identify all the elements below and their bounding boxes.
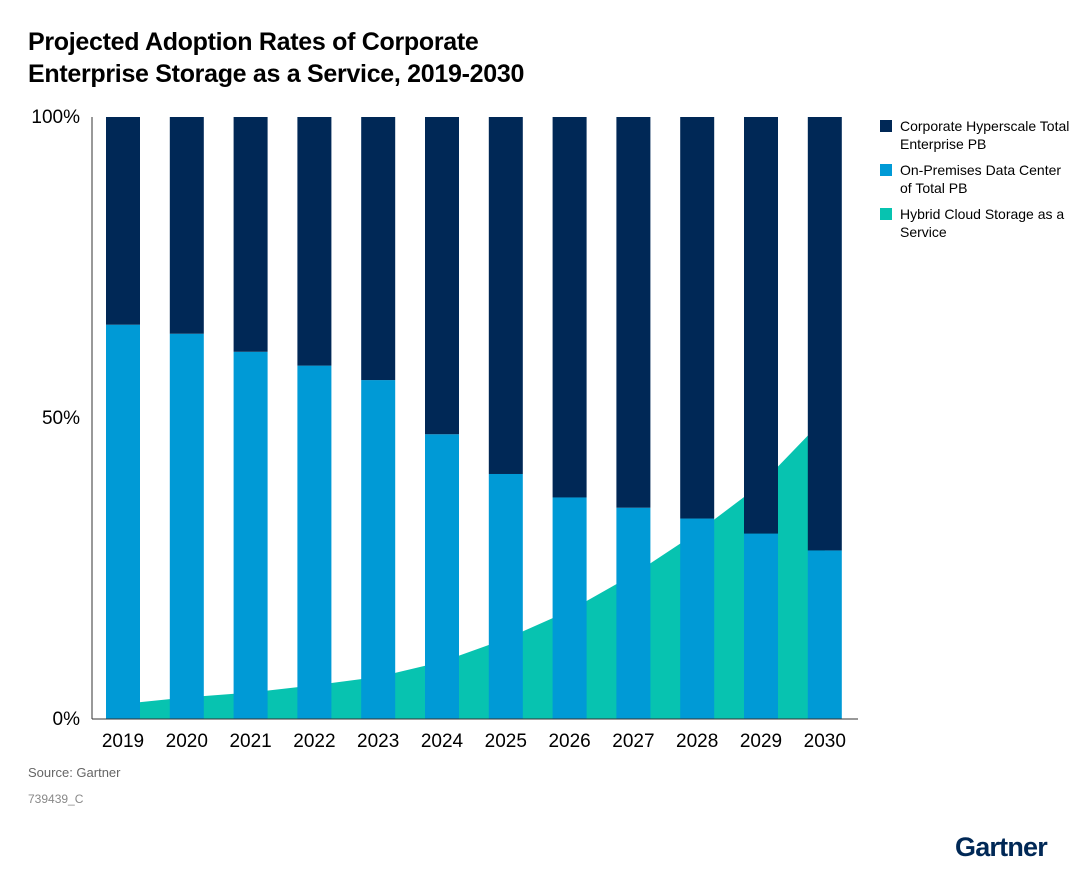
x-tick-label-2021: 2021 <box>229 731 271 752</box>
legend-swatch-on-premises <box>880 164 892 176</box>
bar-hyperscale-2028 <box>680 117 715 519</box>
x-tick-label-2025: 2025 <box>485 731 527 752</box>
area-hybrid-cloud <box>123 418 825 719</box>
bar-hyperscale-2020 <box>169 117 204 334</box>
source-note: Source: Gartner <box>28 765 121 780</box>
x-tick-label-2026: 2026 <box>548 731 590 752</box>
x-tick-label-2030: 2030 <box>804 731 846 752</box>
bar-on-premises-2030 <box>807 550 842 719</box>
y-tick-label-0: 0% <box>53 709 81 730</box>
x-tick-label-2027: 2027 <box>612 731 654 752</box>
chart-title: Projected Adoption Rates of Corporate En… <box>28 26 668 90</box>
bar-hyperscale-2019 <box>106 117 140 325</box>
legend-item-on-premises: On-Premises Data Center of Total PB <box>880 161 1070 197</box>
bar-on-premises-2026 <box>552 497 587 719</box>
x-tick-label-2029: 2029 <box>740 731 782 752</box>
bar-on-premises-2019 <box>106 324 140 719</box>
bar-on-premises-2022 <box>297 365 332 719</box>
legend-swatch-hybrid-cloud <box>880 208 892 220</box>
x-tick-label-2028: 2028 <box>676 731 718 752</box>
x-tick-label-2023: 2023 <box>357 731 399 752</box>
y-tick-label-100: 100% <box>31 107 80 128</box>
bar-hyperscale-2030 <box>807 117 842 551</box>
bar-on-premises-2027 <box>616 507 651 719</box>
figure-code: 739439_C <box>28 792 84 806</box>
legend-label-hybrid-cloud: Hybrid Cloud Storage as a Service <box>900 206 1065 240</box>
legend-item-hyperscale: Corporate Hyperscale Total Enterprise PB <box>880 117 1070 153</box>
x-tick-label-2019: 2019 <box>102 731 144 752</box>
bar-on-premises-2023 <box>361 380 396 719</box>
x-tick-label-2020: 2020 <box>166 731 208 752</box>
bar-on-premises-2024 <box>425 434 459 719</box>
bar-hyperscale-2021 <box>233 117 268 352</box>
legend: Corporate Hyperscale Total Enterprise PB… <box>880 117 1070 249</box>
bar-on-premises-2029 <box>744 533 778 719</box>
bar-hyperscale-2027 <box>616 117 651 508</box>
chart-title-line-1: Projected Adoption Rates of Corporate <box>28 28 479 56</box>
bar-hyperscale-2023 <box>361 117 396 381</box>
legend-label-hyperscale: Corporate Hyperscale Total Enterprise PB <box>900 118 1070 152</box>
legend-swatch-hyperscale <box>880 120 892 132</box>
bar-hyperscale-2024 <box>425 117 459 435</box>
bar-hyperscale-2029 <box>744 117 778 534</box>
y-tick-label-50: 50% <box>42 408 80 429</box>
x-tick-label-2022: 2022 <box>293 731 335 752</box>
legend-item-hybrid-cloud: Hybrid Cloud Storage as a Service <box>880 205 1070 241</box>
bar-hyperscale-2025 <box>488 117 523 474</box>
bar-on-premises-2025 <box>488 473 523 719</box>
bar-on-premises-2020 <box>169 333 204 719</box>
chart-title-line-2: Enterprise Storage as a Service, 2019-20… <box>28 60 525 88</box>
gartner-logo: Gartner <box>955 832 1048 862</box>
bar-hyperscale-2022 <box>297 117 332 366</box>
bar-on-premises-2021 <box>233 351 268 719</box>
bar-on-premises-2028 <box>680 518 715 719</box>
x-tick-label-2024: 2024 <box>421 731 464 752</box>
legend-label-on-premises: On-Premises Data Center of Total PB <box>900 162 1062 196</box>
bar-hyperscale-2026 <box>552 117 587 498</box>
